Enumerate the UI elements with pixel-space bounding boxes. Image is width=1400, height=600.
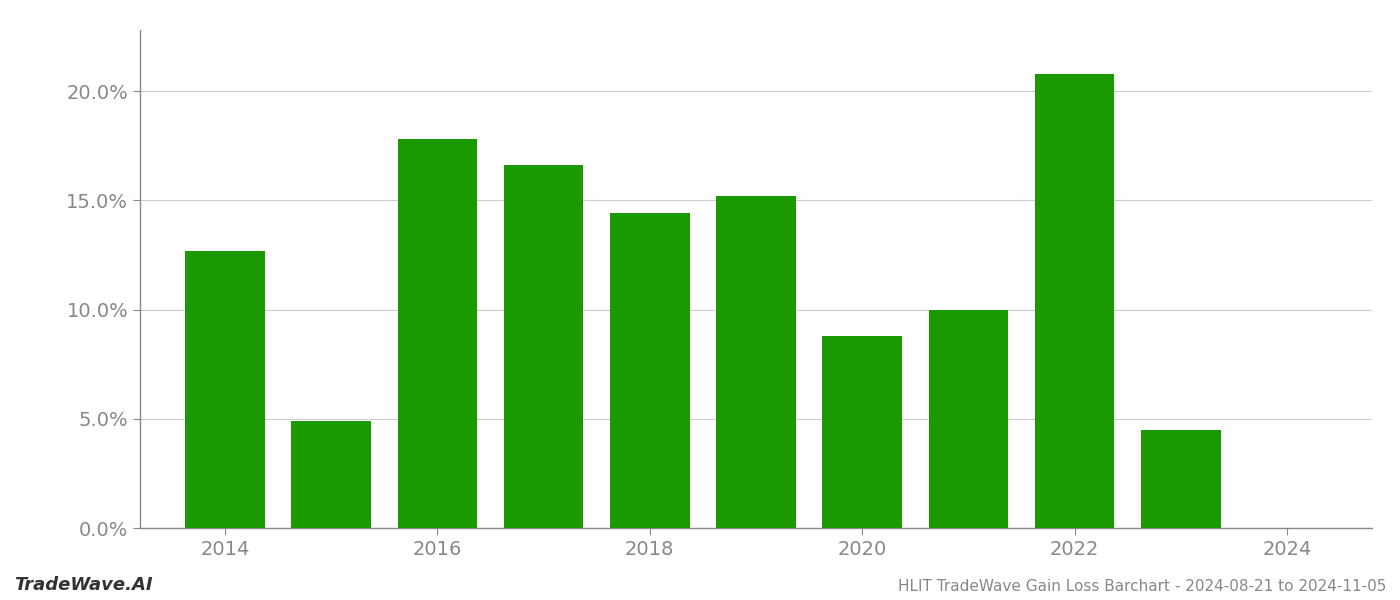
Bar bbox=[610, 214, 690, 528]
Bar bbox=[291, 421, 371, 528]
Bar bbox=[822, 336, 902, 528]
Bar bbox=[1035, 74, 1114, 528]
Text: HLIT TradeWave Gain Loss Barchart - 2024-08-21 to 2024-11-05: HLIT TradeWave Gain Loss Barchart - 2024… bbox=[897, 579, 1386, 594]
Bar bbox=[717, 196, 795, 528]
Bar bbox=[928, 310, 1008, 528]
Bar bbox=[1141, 430, 1221, 528]
Bar bbox=[398, 139, 477, 528]
Bar bbox=[504, 166, 584, 528]
Bar bbox=[185, 251, 265, 528]
Text: TradeWave.AI: TradeWave.AI bbox=[14, 576, 153, 594]
